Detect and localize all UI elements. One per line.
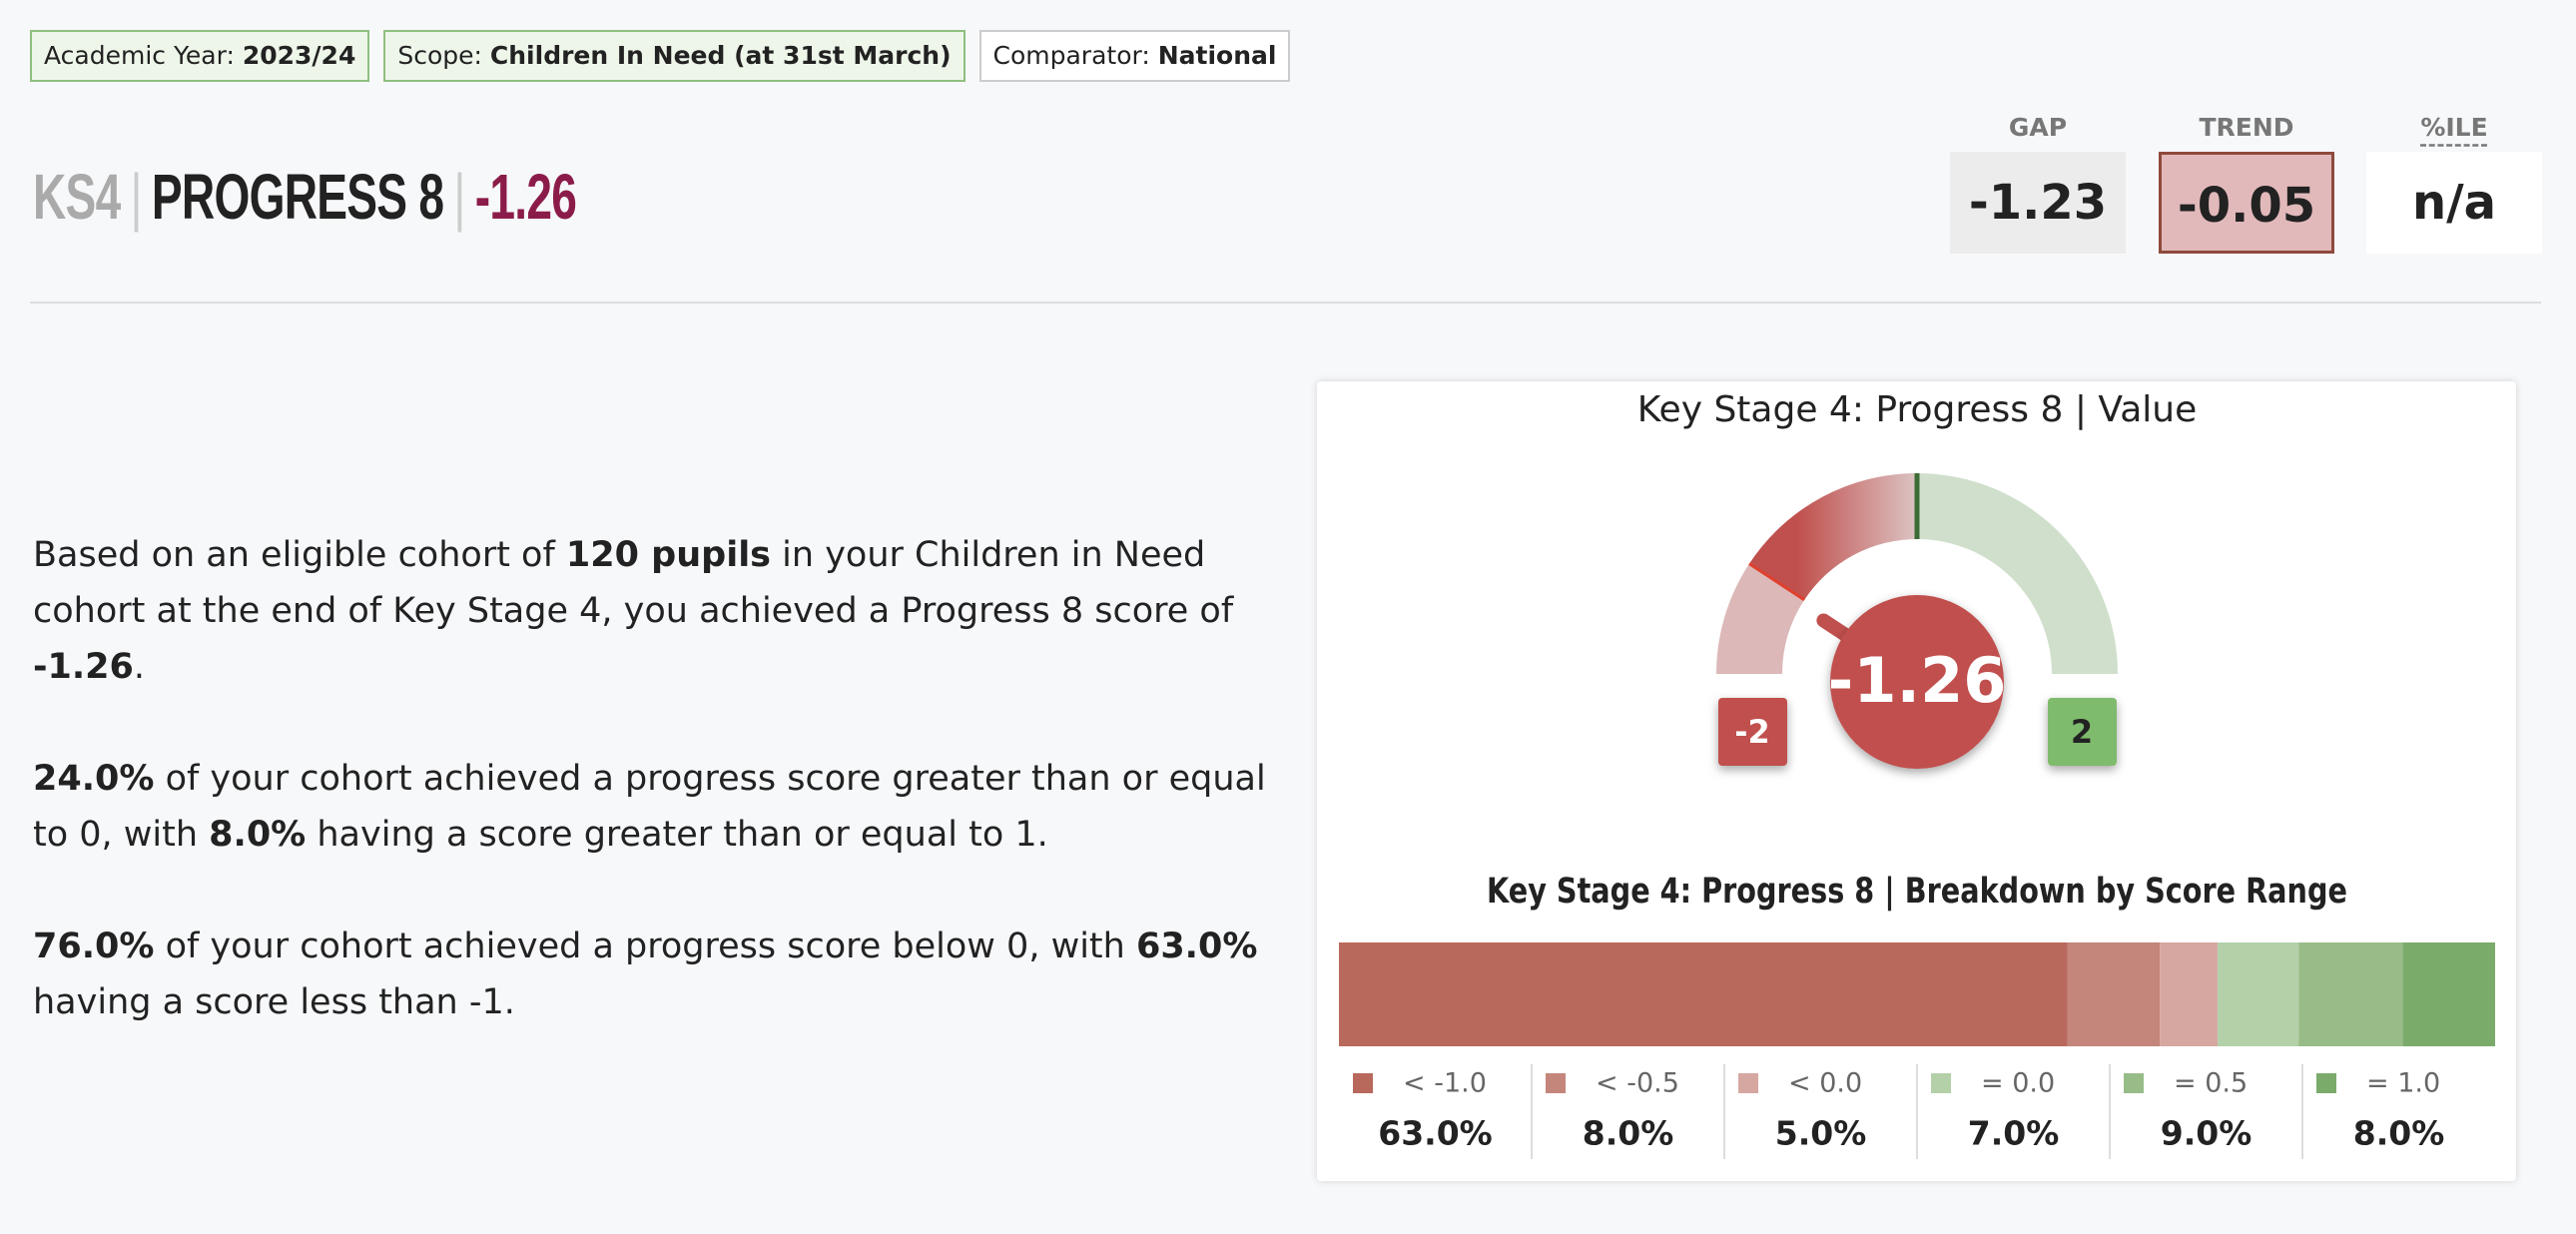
gauge-low-band xyxy=(1716,563,1805,674)
breakdown-segment xyxy=(2067,942,2161,1046)
gauge-value-line xyxy=(1748,562,1805,602)
summary: Based on an eligible cohort of 120 pupil… xyxy=(33,527,1293,1086)
breakdown-segment xyxy=(1339,942,2068,1046)
legend-swatch xyxy=(2316,1073,2336,1093)
summary-text: of your cohort achieved a progress score… xyxy=(154,926,1136,966)
legend-value: 9.0% xyxy=(2161,1114,2253,1153)
metric-value: n/a xyxy=(2366,152,2542,254)
summary-text: Based on an eligible cohort of xyxy=(33,535,566,575)
summary-paragraph: Based on an eligible cohort of 120 pupil… xyxy=(33,527,1293,695)
gauge-value: -1.26 xyxy=(1828,644,2007,717)
breakdown-title: Key Stage 4: Progress 8 | Breakdown by S… xyxy=(1487,870,2347,913)
summary-text: -1.26 xyxy=(33,647,134,687)
gauge-dial xyxy=(1830,595,2004,769)
summary-text: 76.0% xyxy=(33,926,155,966)
metric-value: -0.05 xyxy=(2159,152,2334,254)
gauge-min-box xyxy=(1718,698,1787,766)
metric-label: GAP xyxy=(2008,113,2068,142)
gauge-value-band xyxy=(1749,473,1917,600)
separator: | xyxy=(130,161,143,233)
summary-text: in your Children in Need cohort at the e… xyxy=(33,535,1234,631)
legend-label: < 0.0 xyxy=(1788,1068,1862,1099)
legend-swatch xyxy=(1546,1073,1566,1093)
legend-value: 8.0% xyxy=(1583,1114,1674,1153)
legend-value: 5.0% xyxy=(1775,1114,1867,1153)
filter-bar: Academic Year: 2023/24 Scope: Children In… xyxy=(30,30,1291,82)
metric-label: TREND xyxy=(2199,113,2294,142)
summary-text: 8.0% xyxy=(209,815,307,855)
legend-swatch xyxy=(1931,1073,1951,1093)
summary-text: 63.0% xyxy=(1135,926,1258,966)
filter-value: Children In Need (at 31st March) xyxy=(489,41,952,70)
legend-swatch xyxy=(1738,1073,1758,1093)
key-stage: KS4 xyxy=(33,161,121,233)
filter-label: Comparator: xyxy=(992,41,1150,70)
gauge-high-band xyxy=(1917,473,2118,674)
summary-text: having a score greater than or equal to … xyxy=(306,815,1048,855)
gauge-min: -2 xyxy=(1734,713,1770,751)
filter-label: Scope: xyxy=(397,41,482,70)
measure: PROGRESS 8 xyxy=(151,161,444,233)
filter-value: 2023/24 xyxy=(242,41,356,70)
metric-value: -1.23 xyxy=(1950,152,2126,254)
page-header: KS4 | PROGRESS 8 | -1.26 xyxy=(33,160,577,234)
legend-swatch xyxy=(1353,1073,1373,1093)
breakdown-segment xyxy=(2298,942,2403,1046)
score: -1.26 xyxy=(474,161,577,233)
metric: TREND -0.05 xyxy=(2159,108,2334,254)
summary-paragraph: 24.0% of your cohort achieved a progress… xyxy=(33,751,1293,863)
gauge-max-box xyxy=(2048,698,2117,766)
summary-text: . xyxy=(133,647,146,687)
divider xyxy=(30,302,2541,304)
summary-paragraph: 76.0% of your cohort achieved a progress… xyxy=(33,919,1293,1030)
legend-label: = 0.0 xyxy=(1981,1068,2055,1099)
legend-label: < -1.0 xyxy=(1403,1068,1487,1099)
legend-label: = 0.5 xyxy=(2174,1068,2248,1099)
summary-text: 120 pupils xyxy=(565,535,772,575)
breakdown-segment xyxy=(2402,942,2495,1046)
filter-label: Academic Year: xyxy=(44,41,235,70)
legend-value: 7.0% xyxy=(1968,1114,2060,1153)
separator: | xyxy=(453,161,465,233)
legend-value: 8.0% xyxy=(2353,1114,2445,1153)
filter-chip: Academic Year: 2023/24 xyxy=(30,30,370,82)
metric: %ILE n/a xyxy=(2366,108,2542,254)
gauge-title: Key Stage 4: Progress 8 | Value xyxy=(1637,389,2198,430)
legend-value: 63.0% xyxy=(1378,1114,1493,1153)
filter-value: National xyxy=(1157,41,1277,70)
summary-text: of your cohort achieved a progress score… xyxy=(33,759,1266,855)
filter-chip: Comparator: National xyxy=(978,30,1291,82)
breakdown-segment xyxy=(2218,942,2299,1046)
legend-swatch xyxy=(2124,1073,2144,1093)
summary-text: 24.0% xyxy=(33,759,155,799)
legend-label: < -0.5 xyxy=(1596,1068,1679,1099)
metric-label: %ILE xyxy=(2420,113,2488,142)
summary-text: having a score less than -1. xyxy=(33,982,515,1022)
breakdown-segment xyxy=(2160,942,2219,1046)
legend-label: = 1.0 xyxy=(2366,1068,2440,1099)
gauge-max: 2 xyxy=(2071,713,2093,751)
filter-chip: Scope: Children In Need (at 31st March) xyxy=(383,30,966,82)
metric: GAP -1.23 xyxy=(1950,108,2126,254)
